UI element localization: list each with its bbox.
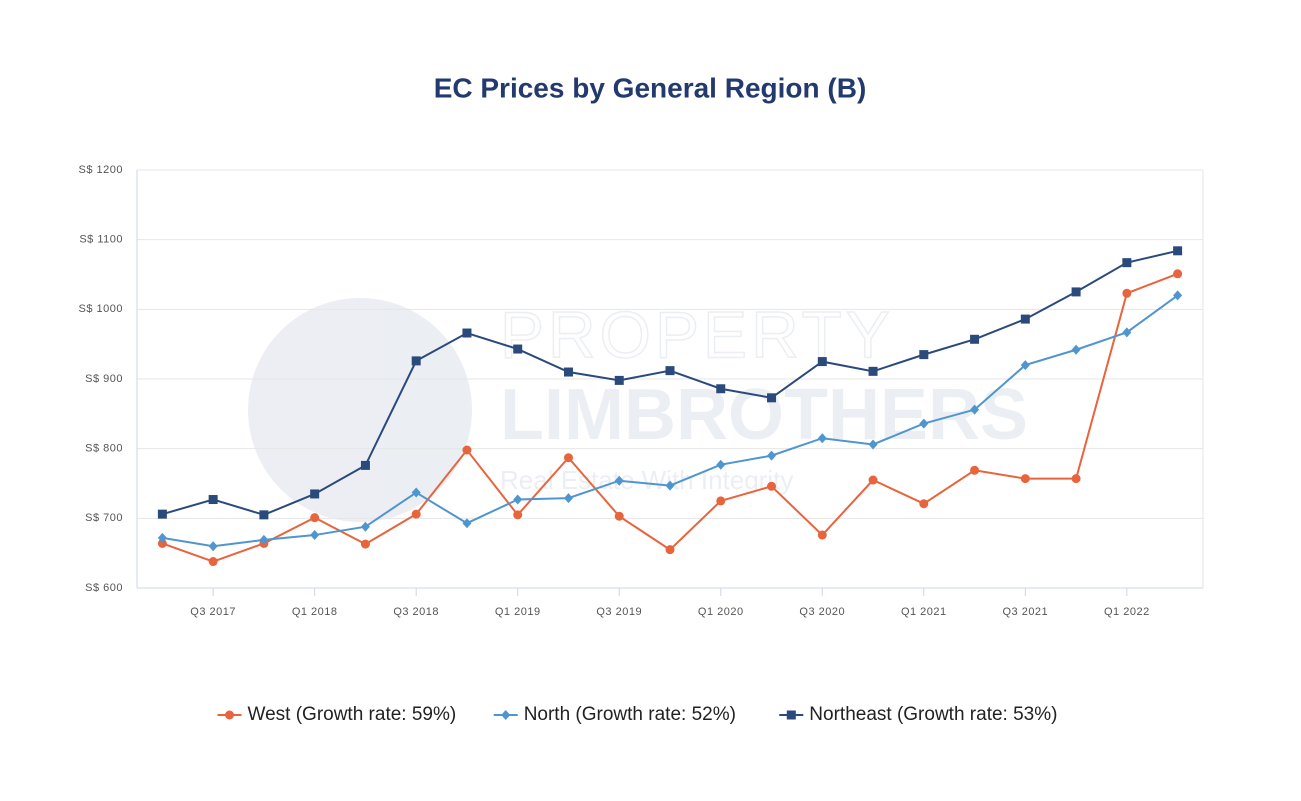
data-point bbox=[817, 433, 827, 444]
data-point bbox=[817, 530, 827, 540]
data-point bbox=[563, 367, 573, 377]
data-point bbox=[310, 489, 320, 499]
data-point bbox=[665, 545, 675, 555]
data-point bbox=[259, 510, 269, 520]
data-point bbox=[970, 334, 980, 344]
y-tick-label: S$ 1100 bbox=[79, 234, 123, 246]
data-point bbox=[919, 350, 929, 360]
chart-title: EC Prices by General Region (B) bbox=[434, 72, 867, 103]
data-point bbox=[157, 509, 167, 519]
data-point bbox=[614, 375, 624, 385]
y-tick-label: S$ 1200 bbox=[79, 164, 123, 176]
x-tick-label: Q3 2019 bbox=[596, 606, 642, 618]
data-point bbox=[462, 518, 472, 529]
data-point bbox=[208, 495, 218, 505]
data-point bbox=[716, 384, 726, 394]
data-point bbox=[462, 328, 472, 338]
watermark-text: PROPERTY bbox=[500, 297, 894, 371]
legend-marker bbox=[225, 710, 234, 720]
data-point bbox=[513, 344, 523, 354]
data-point bbox=[1020, 474, 1030, 484]
data-point bbox=[1071, 287, 1081, 297]
data-point bbox=[614, 511, 624, 521]
data-point bbox=[817, 357, 827, 367]
data-point bbox=[310, 513, 320, 523]
data-point bbox=[665, 480, 675, 491]
watermark-logo bbox=[248, 298, 472, 522]
legend: West (Growth rate: 59%) North (Growth rat… bbox=[217, 704, 1057, 725]
data-point bbox=[1173, 246, 1183, 256]
data-point bbox=[1122, 327, 1132, 338]
data-point bbox=[1071, 474, 1081, 484]
x-tick-label: Q3 2020 bbox=[799, 606, 845, 618]
x-tick-label: Q3 2017 bbox=[190, 606, 236, 618]
data-point bbox=[868, 439, 878, 450]
watermark-text: Real Estate With Integrity bbox=[500, 465, 793, 495]
legend-marker bbox=[501, 710, 511, 720]
data-point bbox=[1020, 360, 1030, 371]
x-tick-label: Q1 2022 bbox=[1104, 606, 1150, 618]
y-tick-label: S$ 1000 bbox=[79, 303, 123, 315]
data-point bbox=[360, 521, 370, 532]
watermark: PROPERTY LIMBROTHERS Real Estate With In… bbox=[248, 297, 1028, 522]
data-point bbox=[1122, 258, 1132, 268]
data-point bbox=[716, 459, 726, 470]
data-point bbox=[716, 496, 726, 506]
data-point bbox=[360, 460, 370, 470]
data-point bbox=[208, 557, 218, 567]
data-point bbox=[868, 366, 878, 376]
data-point bbox=[157, 532, 167, 543]
data-point bbox=[411, 509, 421, 519]
data-point bbox=[157, 538, 167, 548]
data-point bbox=[513, 510, 523, 520]
data-point bbox=[868, 475, 878, 485]
legend-marker bbox=[786, 710, 796, 720]
data-point bbox=[1173, 269, 1183, 279]
data-point bbox=[767, 393, 777, 403]
data-point bbox=[767, 450, 777, 461]
watermark-text: LIMBROTHERS bbox=[500, 375, 1028, 455]
data-point bbox=[919, 499, 929, 509]
data-point bbox=[1020, 314, 1030, 324]
legend-label: Northeast (Growth rate: 53%) bbox=[809, 704, 1057, 725]
data-point bbox=[1173, 290, 1183, 301]
data-point bbox=[462, 445, 472, 455]
x-tick-label: Q1 2021 bbox=[901, 606, 947, 618]
data-point bbox=[1122, 288, 1132, 298]
data-point bbox=[563, 453, 573, 463]
x-tick-label: Q1 2019 bbox=[495, 606, 541, 618]
data-point bbox=[767, 481, 777, 491]
data-point bbox=[919, 418, 929, 429]
y-tick-label: S$ 600 bbox=[85, 582, 123, 594]
x-tick-label: Q3 2021 bbox=[1002, 606, 1048, 618]
data-point bbox=[614, 475, 624, 486]
data-point bbox=[411, 356, 421, 366]
data-point bbox=[360, 539, 370, 549]
data-point bbox=[1071, 344, 1081, 355]
data-point bbox=[563, 493, 573, 504]
data-point bbox=[665, 366, 675, 376]
x-tick-label: Q1 2018 bbox=[292, 606, 338, 618]
y-tick-label: S$ 800 bbox=[85, 443, 123, 455]
legend-label: West (Growth rate: 59%) bbox=[248, 704, 457, 725]
data-point bbox=[970, 404, 980, 415]
data-point bbox=[513, 494, 523, 505]
y-tick-label: S$ 900 bbox=[85, 373, 123, 385]
x-tick-label: Q3 2018 bbox=[393, 606, 439, 618]
data-point bbox=[310, 530, 320, 541]
data-point bbox=[411, 487, 421, 498]
data-point bbox=[208, 541, 218, 552]
data-point bbox=[970, 465, 980, 475]
x-tick-label: Q1 2020 bbox=[698, 606, 744, 618]
y-tick-label: S$ 700 bbox=[85, 512, 123, 524]
data-point bbox=[259, 534, 269, 545]
legend-label: North (Growth rate: 52%) bbox=[524, 704, 736, 725]
